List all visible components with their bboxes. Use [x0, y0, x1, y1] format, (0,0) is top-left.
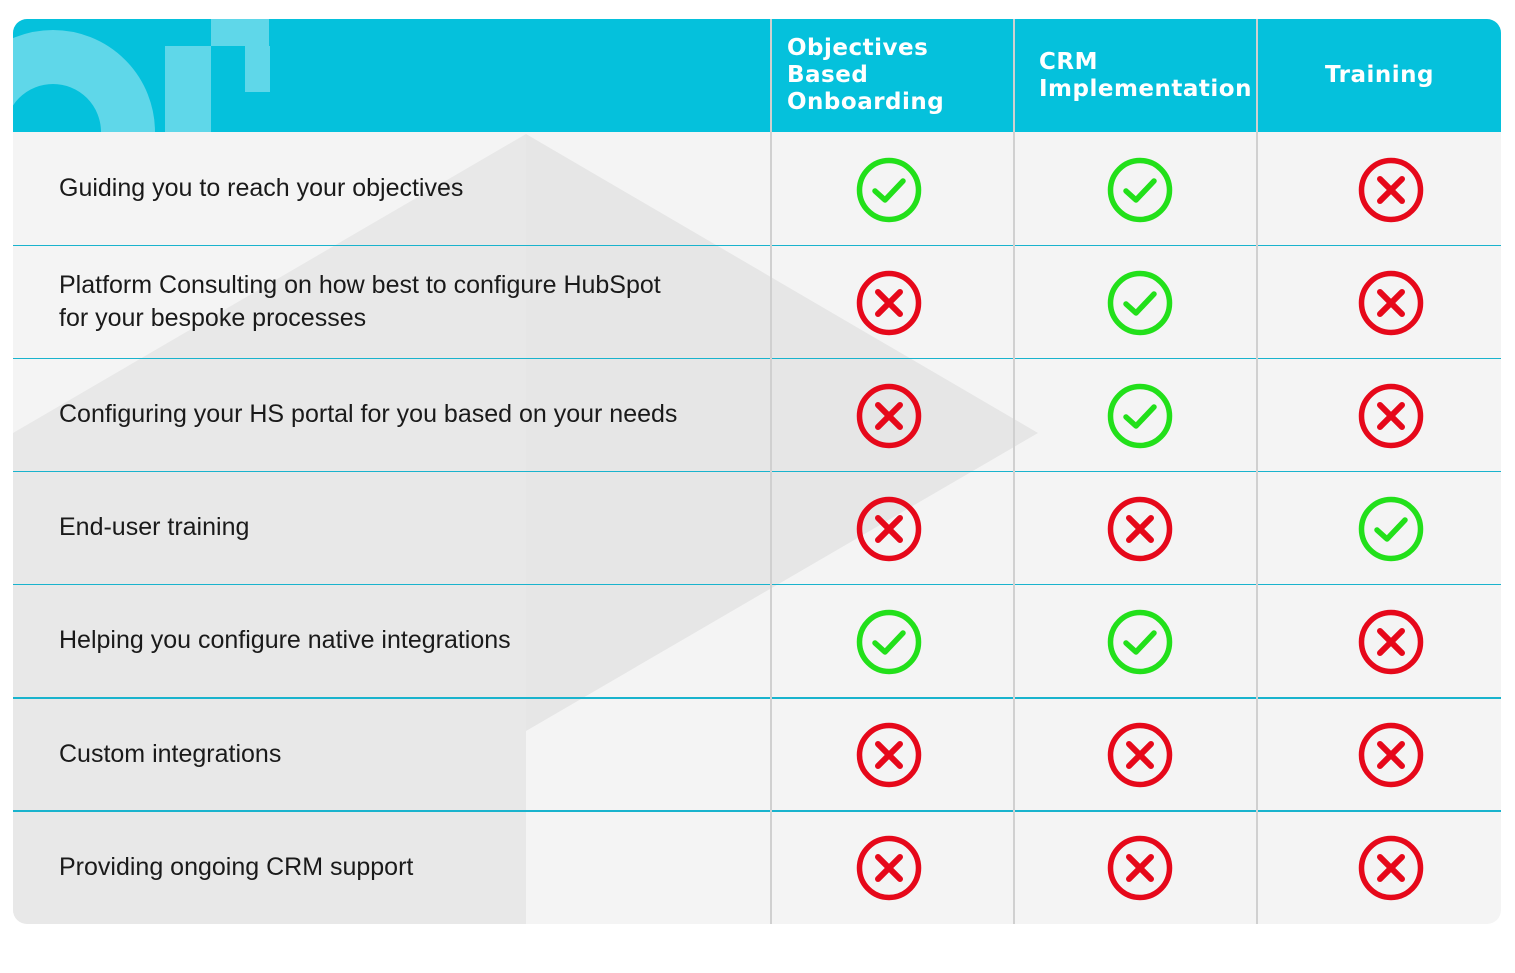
column-divider: [1256, 19, 1258, 924]
row-label: Configuring your HS portal for you based…: [59, 400, 678, 429]
row-label: Helping you configure native integration…: [59, 626, 511, 655]
check-circle-icon: [1106, 382, 1174, 450]
table-row: Guiding you to reach your objectives: [13, 132, 1501, 245]
row-divider: [13, 697, 1501, 699]
cross-circle-icon: [1357, 382, 1425, 450]
row-label: Custom integrations: [59, 739, 282, 768]
row-label: Providing ongoing CRM support: [59, 852, 414, 881]
column-header-training: Training: [1324, 62, 1434, 88]
check-circle-icon: [1357, 495, 1425, 563]
cross-circle-icon: [1357, 269, 1425, 337]
cross-circle-icon: [1357, 834, 1425, 902]
row-divider: [13, 357, 1501, 360]
cross-circle-icon: [1357, 721, 1425, 789]
row-divider: [13, 470, 1501, 473]
cross-circle-icon: [1106, 834, 1174, 902]
row-label: Guiding you to reach your objectives: [59, 174, 464, 202]
table-row: End-user training: [13, 471, 1501, 584]
cross-circle-icon: [855, 721, 923, 789]
comparison-table: Objectives Based Onboarding CRM Implemen…: [13, 19, 1501, 924]
check-circle-icon: [855, 608, 923, 676]
background-triangles: [13, 134, 1038, 924]
cross-circle-icon: [855, 269, 923, 337]
row-divider: [13, 583, 1501, 586]
column-divider: [770, 19, 772, 924]
row-label: Platform Consulting on how best to confi…: [59, 270, 661, 332]
cross-circle-icon: [855, 495, 923, 563]
table-row: Platform Consulting on how best to confi…: [13, 245, 1501, 358]
cross-circle-icon: [1106, 495, 1174, 563]
check-circle-icon: [1106, 269, 1174, 337]
row-divider: [13, 810, 1501, 812]
table-row: Custom integrations: [13, 698, 1501, 811]
table-row: Helping you configure native integration…: [13, 584, 1501, 697]
cross-circle-icon: [1106, 721, 1174, 789]
cross-circle-icon: [1357, 608, 1425, 676]
table-row: Configuring your HS portal for you based…: [13, 358, 1501, 471]
table-header: Objectives Based Onboarding CRM Implemen…: [13, 19, 1501, 132]
check-circle-icon: [1106, 156, 1174, 224]
row-divider: [13, 244, 1501, 247]
column-header-crm-implementation: CRM Implementation: [1039, 48, 1252, 102]
column-divider: [1013, 19, 1015, 924]
column-header-objectives-onboarding: Objectives Based Onboarding: [787, 35, 945, 115]
row-label: End-user training: [59, 513, 250, 542]
table-row: Providing ongoing CRM support: [13, 811, 1501, 924]
cross-circle-icon: [855, 382, 923, 450]
check-circle-icon: [1106, 608, 1174, 676]
header-decoration: [13, 19, 270, 132]
cross-circle-icon: [1357, 156, 1425, 224]
cross-circle-icon: [855, 834, 923, 902]
check-circle-icon: [855, 156, 923, 224]
